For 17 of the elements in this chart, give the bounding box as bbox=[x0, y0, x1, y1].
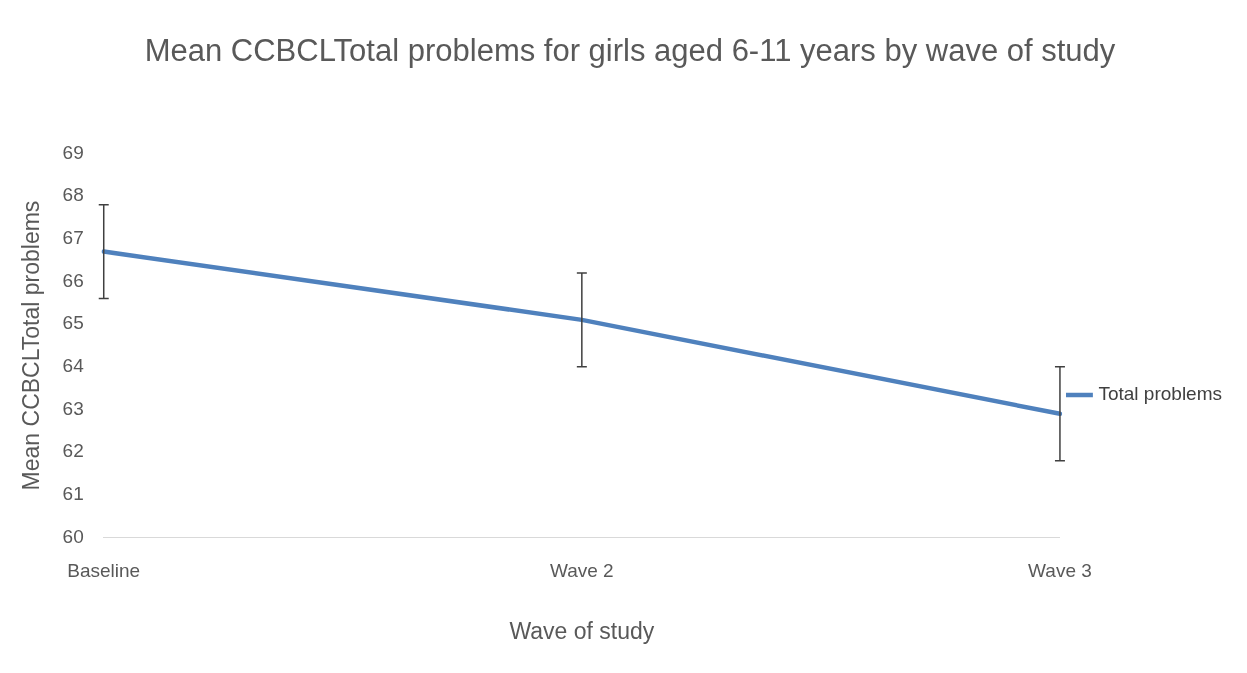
y-tick-label: 65 bbox=[62, 312, 84, 334]
chart-title: Mean CCBCLTotal problems for girls aged 6-11 years by wave of study bbox=[143, 32, 1117, 70]
y-tick-label: 69 bbox=[62, 141, 84, 163]
y-tick-label: 66 bbox=[62, 269, 84, 291]
legend-label: Total problems bbox=[1098, 383, 1223, 405]
y-tick-label: 62 bbox=[62, 440, 84, 462]
y-tick-label: 67 bbox=[62, 227, 84, 249]
x-axis-title: Wave of study bbox=[509, 617, 655, 644]
y-tick-label: 63 bbox=[62, 397, 84, 419]
x-tick-label: Wave 3 bbox=[1028, 560, 1092, 582]
y-tick-label: 60 bbox=[62, 525, 84, 547]
y-axis-title: Mean CCBCLTotal problems bbox=[18, 200, 45, 491]
x-tick-label: Baseline bbox=[67, 560, 141, 582]
y-tick-label: 68 bbox=[62, 184, 84, 206]
y-tick-label: 64 bbox=[62, 355, 85, 377]
y-tick-label: 61 bbox=[62, 483, 84, 505]
x-tick-label: Wave 2 bbox=[549, 560, 614, 582]
